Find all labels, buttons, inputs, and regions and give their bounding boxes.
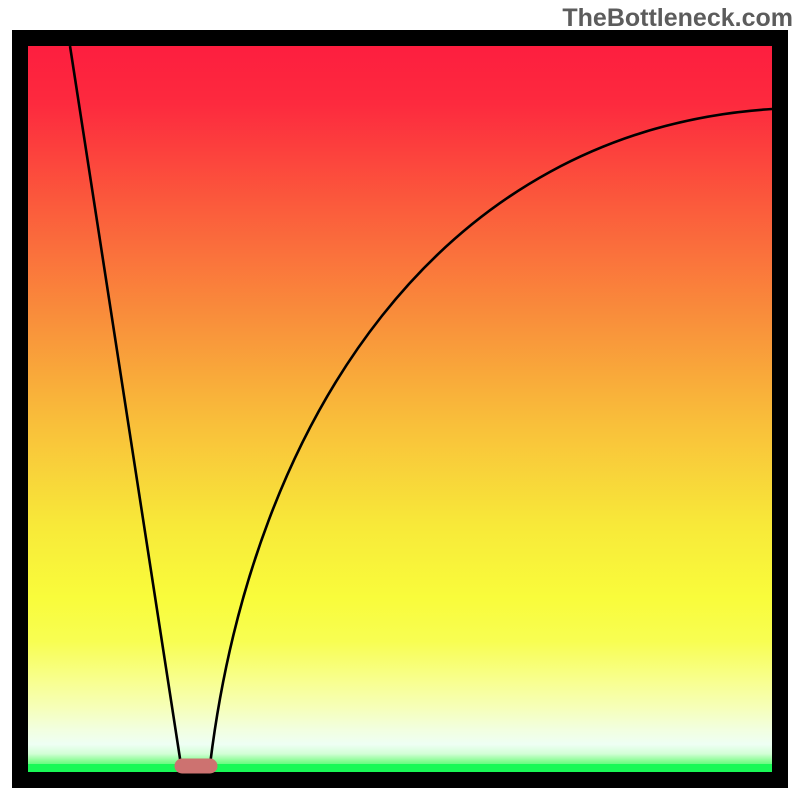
green-strip [28,764,772,772]
watermark-text: TheBottleneck.com [562,4,793,33]
gradient-fill [28,46,772,772]
plot-svg [0,0,800,800]
bottleneck-marker [175,759,218,774]
chart-container: TheBottleneck.com [0,0,800,800]
